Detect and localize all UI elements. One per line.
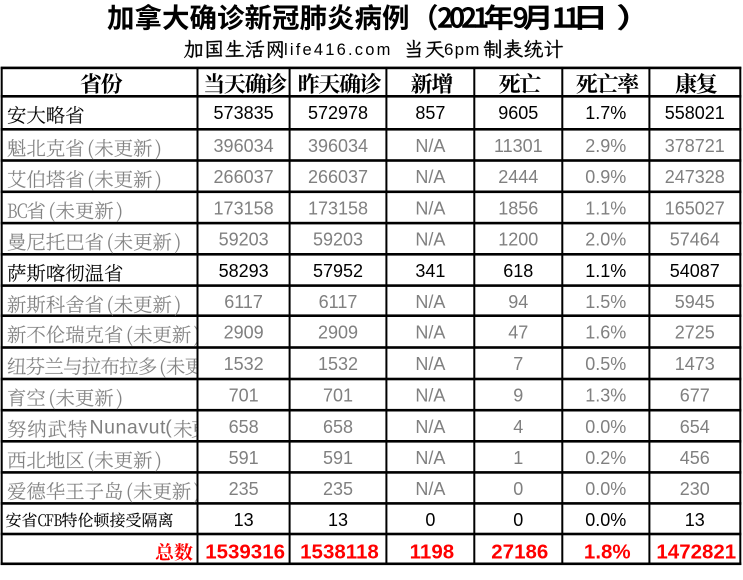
- svg-text:N/A: N/A: [415, 322, 445, 342]
- svg-text:1.7%: 1.7%: [585, 103, 626, 123]
- svg-text:618: 618: [503, 261, 533, 281]
- svg-text:658: 658: [229, 417, 259, 437]
- svg-text:2909: 2909: [318, 322, 358, 342]
- svg-text:1: 1: [513, 448, 523, 468]
- svg-text:677: 677: [680, 386, 710, 406]
- svg-text:9: 9: [513, 386, 523, 406]
- svg-text:456: 456: [680, 448, 710, 468]
- svg-text:9605: 9605: [498, 103, 538, 123]
- svg-text:378721: 378721: [665, 136, 725, 156]
- svg-text:N/A: N/A: [415, 479, 445, 499]
- svg-text:57952: 57952: [313, 261, 363, 281]
- svg-text:0.9%: 0.9%: [585, 167, 626, 187]
- svg-text:591: 591: [323, 448, 353, 468]
- svg-text:1.1%: 1.1%: [585, 261, 626, 281]
- svg-text:6117: 6117: [319, 292, 358, 312]
- svg-text:47: 47: [508, 322, 528, 342]
- svg-text:341: 341: [415, 261, 445, 281]
- svg-text:59203: 59203: [219, 230, 269, 250]
- svg-text:4: 4: [513, 417, 523, 437]
- svg-text:1.6%: 1.6%: [585, 322, 626, 342]
- svg-text:N/A: N/A: [415, 230, 445, 250]
- svg-text:0.5%: 0.5%: [585, 354, 626, 374]
- svg-text:58293: 58293: [219, 261, 269, 281]
- svg-text:266037: 266037: [214, 167, 274, 187]
- svg-text:701: 701: [323, 386, 353, 406]
- svg-text:7: 7: [513, 354, 523, 374]
- svg-text:N/A: N/A: [415, 167, 445, 187]
- svg-text:94: 94: [508, 292, 528, 312]
- svg-text:N/A: N/A: [415, 354, 445, 374]
- svg-text:N/A: N/A: [415, 448, 445, 468]
- svg-text:N/A: N/A: [415, 198, 445, 218]
- svg-text:54087: 54087: [670, 261, 720, 281]
- svg-text:life416.com: life416.com: [284, 41, 393, 59]
- svg-text:1532: 1532: [318, 354, 358, 374]
- svg-text:247328: 247328: [665, 167, 725, 187]
- svg-text:0.2%: 0.2%: [585, 448, 626, 468]
- svg-text:857: 857: [415, 103, 445, 123]
- svg-text:1856: 1856: [498, 198, 538, 218]
- svg-text:573835: 573835: [214, 103, 274, 123]
- svg-text:0.0%: 0.0%: [585, 479, 626, 499]
- svg-text:701: 701: [229, 386, 259, 406]
- svg-text:57464: 57464: [670, 230, 720, 250]
- svg-text:1.3%: 1.3%: [585, 386, 626, 406]
- svg-text:1.5%: 1.5%: [585, 292, 626, 312]
- svg-text:2.9%: 2.9%: [585, 136, 626, 156]
- svg-text:2725: 2725: [675, 322, 715, 342]
- svg-text:235: 235: [323, 479, 353, 499]
- svg-text:0: 0: [425, 510, 435, 530]
- svg-text:6pm: 6pm: [444, 40, 481, 59]
- svg-text:396034: 396034: [214, 136, 274, 156]
- svg-text:13: 13: [234, 510, 254, 530]
- svg-text:0: 0: [513, 479, 523, 499]
- svg-text:Nunavut: Nunavut: [90, 417, 167, 439]
- svg-text:1538118: 1538118: [300, 540, 379, 563]
- svg-text:165027: 165027: [665, 198, 725, 218]
- svg-text:1473: 1473: [675, 354, 715, 374]
- svg-text:N/A: N/A: [415, 292, 445, 312]
- svg-text:1539316: 1539316: [205, 540, 285, 563]
- svg-text:1200: 1200: [498, 230, 538, 250]
- svg-text:1532: 1532: [224, 354, 264, 374]
- svg-text:173158: 173158: [214, 198, 274, 218]
- svg-text:0.0%: 0.0%: [585, 417, 626, 437]
- svg-text:2909: 2909: [224, 322, 264, 342]
- svg-text:658: 658: [323, 417, 353, 437]
- svg-text:N/A: N/A: [415, 417, 445, 437]
- svg-text:(: (: [165, 417, 172, 439]
- svg-text:5945: 5945: [675, 292, 715, 312]
- svg-text:1.8%: 1.8%: [584, 540, 631, 563]
- svg-text:591: 591: [229, 448, 259, 468]
- svg-text:266037: 266037: [308, 167, 368, 187]
- svg-text:27186: 27186: [491, 540, 548, 563]
- svg-text:1198: 1198: [410, 540, 454, 563]
- svg-text:13: 13: [685, 510, 705, 530]
- svg-text:13: 13: [328, 510, 348, 530]
- svg-text:0: 0: [513, 510, 523, 530]
- svg-text:558021: 558021: [665, 103, 725, 123]
- svg-text:1472821: 1472821: [656, 540, 736, 563]
- svg-text:1.1%: 1.1%: [585, 198, 626, 218]
- svg-text:654: 654: [680, 417, 710, 437]
- svg-text:173158: 173158: [308, 198, 368, 218]
- svg-text:59203: 59203: [313, 230, 363, 250]
- svg-text:235: 235: [229, 479, 259, 499]
- svg-text:6117: 6117: [224, 292, 263, 312]
- svg-text:N/A: N/A: [415, 386, 445, 406]
- svg-text:N/A: N/A: [415, 136, 445, 156]
- svg-text:230: 230: [680, 479, 710, 499]
- svg-text:2.0%: 2.0%: [585, 230, 626, 250]
- svg-text:2444: 2444: [498, 167, 538, 187]
- svg-text:396034: 396034: [308, 136, 368, 156]
- svg-text:572978: 572978: [308, 103, 368, 123]
- svg-text:0.0%: 0.0%: [585, 510, 626, 530]
- svg-text:11301: 11301: [494, 136, 543, 156]
